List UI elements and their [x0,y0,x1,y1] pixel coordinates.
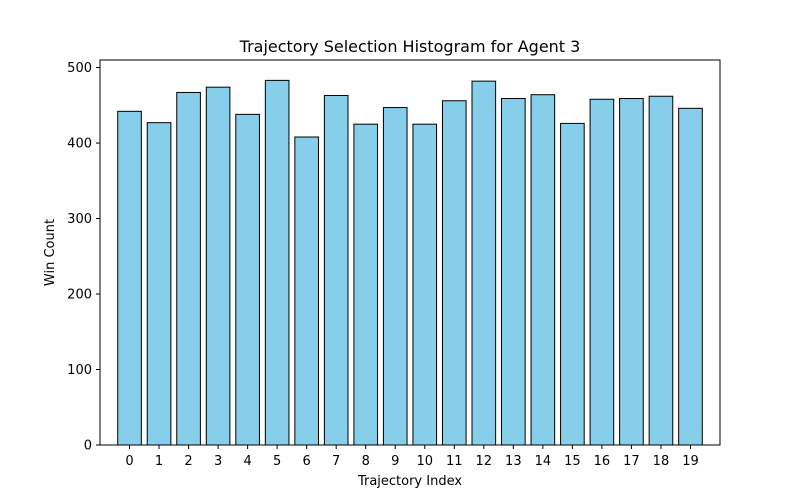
y-tick-label-200: 200 [67,288,92,303]
bar-16 [589,98,615,446]
bar-2 [176,91,201,446]
x-tick-label-6: 6 [303,454,311,469]
y-axis: 0 100 200 300 400 500 [67,61,100,454]
y-tick-label-300: 300 [67,212,92,227]
bar-11 [441,100,467,446]
bar-7 [323,94,349,446]
bar-0 [117,110,142,446]
bar-1 [146,122,172,446]
x-tick-label-9: 9 [391,454,399,469]
bar-9 [382,107,408,446]
bar-3 [205,86,231,446]
x-tick-label-19: 19 [682,454,699,469]
x-tick-label-10: 10 [416,454,433,469]
x-tick-label-3: 3 [214,454,222,469]
x-axis: 0 1 2 3 4 5 6 7 8 9 10 11 12 13 14 15 16 17 18 19 [125,445,699,469]
plot-frame [99,59,721,446]
bar-10 [412,123,438,446]
x-tick-label-12: 12 [476,454,493,469]
bar-13 [501,98,526,446]
chart-title: Trajectory Selection Histogram for Agent… [239,37,581,56]
x-tick-label-17: 17 [623,454,640,469]
x-tick-label-4: 4 [243,454,251,469]
bar-4 [235,113,260,446]
x-tick-label-7: 7 [332,454,340,469]
bar-8 [353,123,379,446]
bars-group [117,79,703,446]
x-tick-label-8: 8 [362,454,370,469]
x-tick-label-0: 0 [125,454,133,469]
y-tick-label-100: 100 [67,363,92,378]
y-tick-label-400: 400 [67,137,92,152]
bar-15 [560,122,585,446]
bar-6 [294,136,319,446]
bar-14 [530,94,556,446]
bar-19 [678,107,703,446]
x-axis-label: Trajectory Index [357,474,462,489]
x-tick-label-1: 1 [155,454,163,469]
x-tick-label-14: 14 [535,454,552,469]
x-tick-label-13: 13 [505,454,522,469]
bar-17 [619,98,644,446]
x-tick-label-11: 11 [446,454,463,469]
x-tick-label-16: 16 [594,454,611,469]
y-axis-label: Win Count [43,219,58,286]
x-tick-label-2: 2 [184,454,192,469]
bar-12 [471,80,497,446]
x-tick-label-18: 18 [653,454,670,469]
y-tick-label-500: 500 [67,61,92,76]
bar-5 [264,79,290,446]
x-tick-label-15: 15 [564,454,581,469]
bar-18 [648,95,674,446]
x-tick-label-5: 5 [273,454,281,469]
y-tick-label-0: 0 [84,439,92,454]
